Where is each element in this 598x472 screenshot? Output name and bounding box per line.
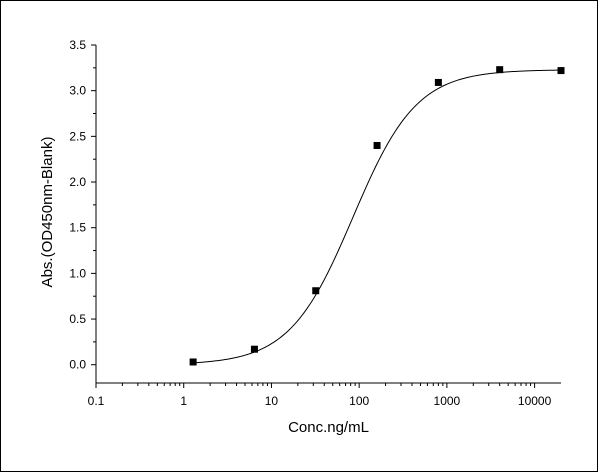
data-point bbox=[434, 78, 442, 86]
data-point bbox=[250, 345, 258, 353]
y-tick-label: 3.0 bbox=[69, 84, 86, 98]
x-tick-label: 10000 bbox=[518, 394, 552, 408]
x-tick-label: 100 bbox=[349, 394, 369, 408]
y-tick-label: 2.0 bbox=[69, 175, 86, 189]
data-point bbox=[189, 358, 197, 366]
x-tick-label: 0.1 bbox=[88, 394, 105, 408]
x-tick-label: 1 bbox=[180, 394, 187, 408]
data-point bbox=[496, 66, 504, 74]
data-point bbox=[373, 141, 381, 149]
fit-curve bbox=[193, 69, 562, 364]
data-point bbox=[312, 287, 320, 295]
y-tick-label: 1.5 bbox=[69, 221, 86, 235]
y-tick-label: 2.5 bbox=[69, 129, 86, 143]
y-tick-label: 3.5 bbox=[69, 38, 86, 52]
axes bbox=[95, 45, 561, 384]
points-layer bbox=[189, 66, 565, 366]
y-tick-label: 1.0 bbox=[69, 266, 86, 280]
x-tick-label: 1000 bbox=[434, 394, 461, 408]
y-tick-label: 0.0 bbox=[69, 358, 86, 372]
x-axis-label: Conc.ng/mL bbox=[288, 419, 369, 436]
y-tick-label: 0.5 bbox=[69, 312, 86, 326]
data-point bbox=[557, 67, 565, 75]
x-tick-label: 10 bbox=[265, 394, 279, 408]
x-ticks: 0.1 1 10 100 1000 10000 bbox=[88, 383, 552, 408]
y-axis-label: Abs.(OD450nm-Blank) bbox=[39, 137, 56, 288]
fit-layer bbox=[193, 69, 562, 364]
y-ticks: 0.0 0.5 1.0 1.5 2.0 2.5 3.0 3.5 bbox=[69, 38, 96, 372]
